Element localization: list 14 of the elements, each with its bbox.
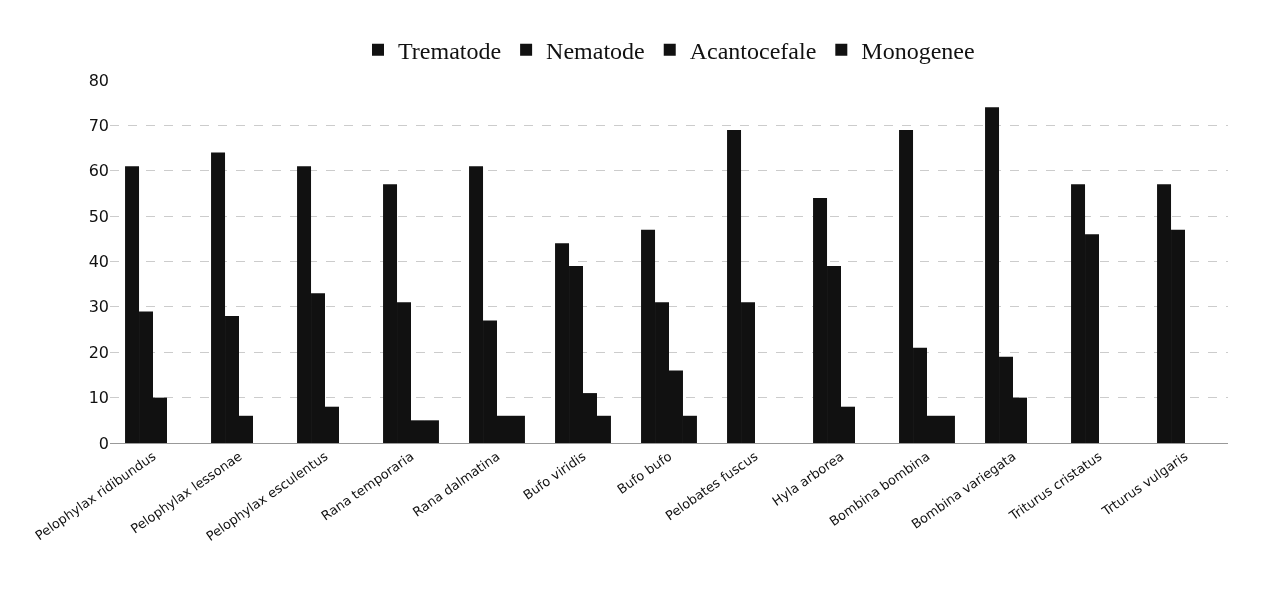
y-tick-label: 20: [88, 342, 109, 362]
y-tick-label: 50: [88, 206, 109, 226]
x-tick-label: Bufo bufo: [614, 448, 675, 497]
legend-label: Trematode: [398, 38, 502, 65]
y-tick-label: 10: [88, 388, 109, 408]
legend-label: Acantocefale: [689, 38, 817, 65]
y-tick-label: 80: [88, 70, 109, 90]
y-tick-label: 70: [88, 115, 109, 135]
legend-label: Monogenee: [861, 38, 975, 65]
y-tick-label: 0: [98, 433, 109, 453]
legend-label: Nematode: [546, 38, 645, 65]
y-tick-label: 60: [88, 161, 109, 181]
y-tick-label: 40: [88, 252, 109, 272]
y-tick-label: 30: [88, 297, 109, 317]
